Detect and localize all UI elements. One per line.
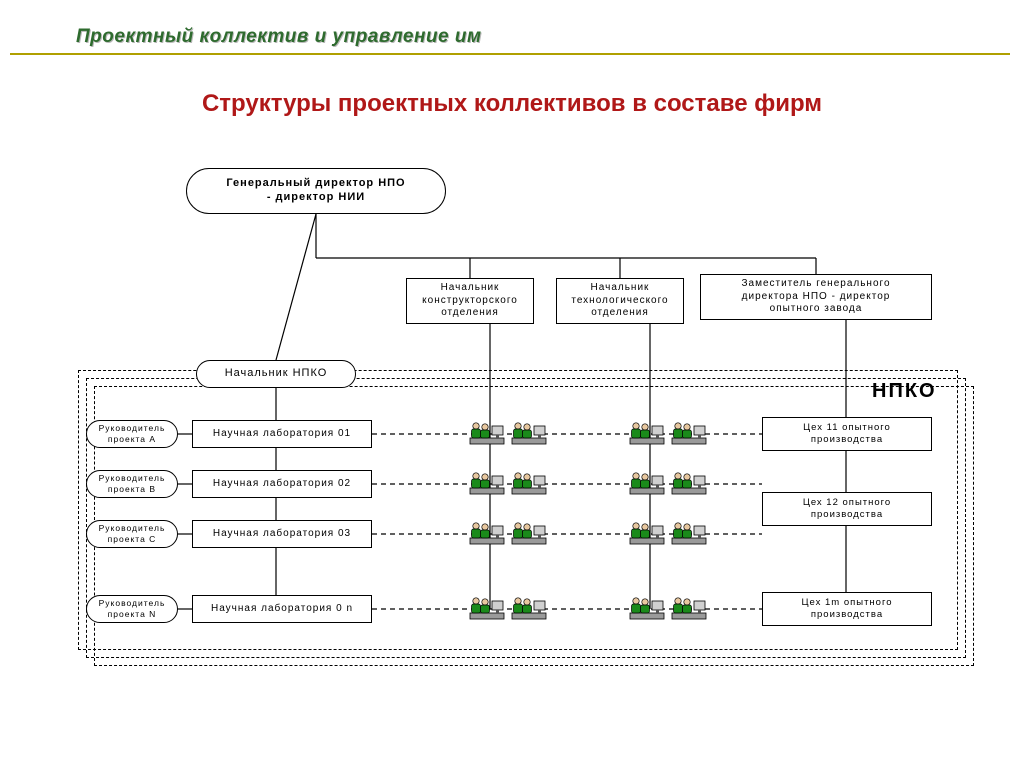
- node-workshop: Цех 11 опытногопроизводства: [762, 417, 932, 451]
- node-lab: Научная лаборатория 0 n: [192, 595, 372, 623]
- node-general-director: Генеральный директор НПО- директор НИИ: [186, 168, 446, 214]
- node-project-leader: Руководительпроекта N: [86, 595, 178, 623]
- node-workshop: Цех 12 опытногопроизводства: [762, 492, 932, 526]
- npko-frame-label: НПКО: [872, 380, 937, 403]
- node-project-leader: Руководительпроекта С: [86, 520, 178, 548]
- node-deputy-director: Заместитель генеральногодиректора НПО - …: [700, 274, 932, 320]
- node-project-leader: Руководительпроекта А: [86, 420, 178, 448]
- node-lab: Научная лаборатория 01: [192, 420, 372, 448]
- node-workshop: Цех 1m опытногопроизводства: [762, 592, 932, 626]
- node-constructor-head: Начальникконструкторскогоотделения: [406, 278, 534, 324]
- node-project-leader: Руководительпроекта В: [86, 470, 178, 498]
- node-lab: Научная лаборатория 03: [192, 520, 372, 548]
- node-npko-head: Начальник НПКО: [196, 360, 356, 388]
- node-lab: Научная лаборатория 02: [192, 470, 372, 498]
- node-technology-head: Начальниктехнологическогоотделения: [556, 278, 684, 324]
